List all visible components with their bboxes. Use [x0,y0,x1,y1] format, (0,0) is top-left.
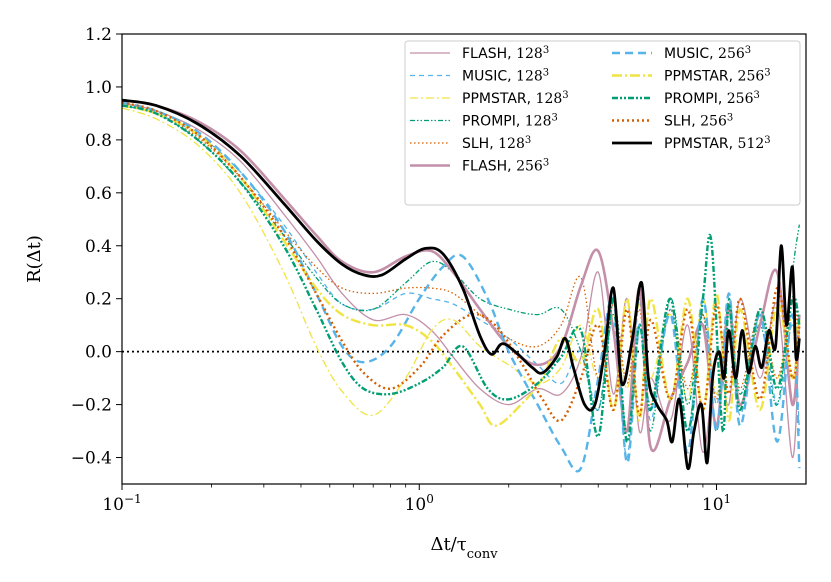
y-tick-label: 1.2 [85,25,112,45]
series-line-prompi-256 [122,104,801,443]
legend-label-flash-256: FLASH, 2563 [462,157,549,175]
legend-frame [404,40,801,206]
x-tick-label: 101 [702,492,731,515]
x-tick-label: 10−1 [102,492,141,515]
y-tick-label: −0.4 [71,449,112,469]
y-tick-label: 0.2 [85,290,112,310]
y-axis-label: R(Δt) [24,235,45,283]
y-tick-label: 1.0 [85,78,112,98]
series-layer [122,98,801,473]
legend-label-slh-128: SLH, 1283 [462,135,531,153]
y-tick-label: 0.0 [85,343,112,363]
tick-layer: −0.4 −0.2 0.0 0.2 0.4 0.6 0.8 1.0 1.2 10−1 100 101 [71,25,731,515]
y-tick-label: 0.4 [85,237,112,257]
legend-label-music-256: MUSIC, 2563 [664,45,751,63]
legend-label-prompi-128: PROMPI, 1283 [462,112,558,130]
series-line-ppmstar-512 [122,98,801,470]
y-tick-label: 0.8 [85,131,112,151]
legend-label-music-128: MUSIC, 1283 [462,67,549,85]
y-tick-label: 0.6 [85,184,112,204]
legend: FLASH, 1283 MUSIC, 1283 PPMSTAR, 1283 PROMP… [404,40,801,206]
legend-label-ppmstar-128: PPMSTAR, 1283 [462,90,569,108]
series-line-slh-256 [122,101,801,423]
plot-frame [121,33,807,485]
legend-label-flash-128: FLASH, 1283 [462,45,549,63]
legend-label-ppmstar-256: PPMSTAR, 2563 [664,67,771,85]
y-tick-label: −0.2 [71,396,112,416]
legend-label-slh-256: SLH, 2563 [664,112,733,130]
legend-label-ppmstar-512: PPMSTAR, 5123 [664,135,771,153]
legend-label-prompi-256: PROMPI, 2563 [664,90,760,108]
x-axis-label: Δt/τconv [430,534,498,562]
x-tick-label: 100 [405,492,434,515]
